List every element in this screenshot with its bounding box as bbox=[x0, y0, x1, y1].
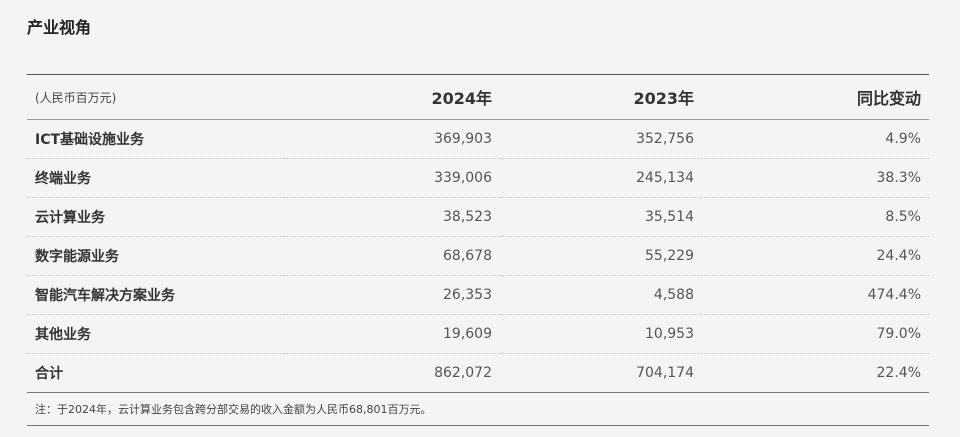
value-2024: 26,353 bbox=[287, 275, 500, 315]
yoy-change: 38.3% bbox=[702, 158, 929, 198]
value-2023: 352,756 bbox=[500, 119, 702, 159]
value-2023: 245,134 bbox=[500, 158, 702, 198]
revenue-table: (人民币百万元) 2024年 2023年 同比变动 ICT基础设施业务 369,… bbox=[27, 74, 929, 393]
unit-header: (人民币百万元) bbox=[35, 90, 117, 105]
yoy-change: 79.0% bbox=[702, 314, 929, 354]
row-label: 智能汽车解决方案业务 bbox=[27, 275, 287, 315]
total-2024: 862,072 bbox=[287, 353, 500, 393]
table-header-row: (人民币百万元) 2024年 2023年 同比变动 bbox=[27, 74, 929, 120]
footnote: 注：于2024年，云计算业务包含跨分部交易的收入金额为人民币68,801百万元。 bbox=[27, 393, 929, 426]
total-2023: 704,174 bbox=[500, 353, 702, 393]
section-title: 产业视角 bbox=[27, 18, 92, 37]
total-label: 合计 bbox=[27, 353, 287, 393]
revenue-table-container: (人民币百万元) 2024年 2023年 同比变动 ICT基础设施业务 369,… bbox=[27, 74, 929, 426]
total-yoy-change: 22.4% bbox=[702, 353, 929, 393]
row-label: ICT基础设施业务 bbox=[27, 119, 287, 159]
value-2024: 38,523 bbox=[287, 197, 500, 237]
yoy-change: 474.4% bbox=[702, 275, 929, 315]
year-2024-header: 2024年 bbox=[431, 89, 492, 108]
yoy-change: 24.4% bbox=[702, 236, 929, 276]
yoy-change: 8.5% bbox=[702, 197, 929, 237]
value-2024: 68,678 bbox=[287, 236, 500, 276]
table-row: 数字能源业务 68,678 55,229 24.4% bbox=[27, 236, 929, 276]
value-2023: 4,588 bbox=[500, 275, 702, 315]
year-2023-header: 2023年 bbox=[633, 89, 694, 108]
table-row: 其他业务 19,609 10,953 79.0% bbox=[27, 314, 929, 354]
value-2023: 35,514 bbox=[500, 197, 702, 237]
table-row: 云计算业务 38,523 35,514 8.5% bbox=[27, 197, 929, 237]
yoy-change-header: 同比变动 bbox=[856, 89, 921, 108]
table-row: 终端业务 339,006 245,134 38.3% bbox=[27, 158, 929, 198]
row-label: 其他业务 bbox=[27, 314, 287, 354]
total-row: 合计 862,072 704,174 22.4% bbox=[27, 353, 929, 393]
table-row: ICT基础设施业务 369,903 352,756 4.9% bbox=[27, 119, 929, 159]
value-2023: 10,953 bbox=[500, 314, 702, 354]
row-label: 云计算业务 bbox=[27, 197, 287, 237]
value-2024: 369,903 bbox=[287, 119, 500, 159]
value-2023: 55,229 bbox=[500, 236, 702, 276]
value-2024: 339,006 bbox=[287, 158, 500, 198]
row-label: 数字能源业务 bbox=[27, 236, 287, 276]
row-label: 终端业务 bbox=[27, 158, 287, 198]
yoy-change: 4.9% bbox=[702, 119, 929, 159]
value-2024: 19,609 bbox=[287, 314, 500, 354]
table-row: 智能汽车解决方案业务 26,353 4,588 474.4% bbox=[27, 275, 929, 315]
